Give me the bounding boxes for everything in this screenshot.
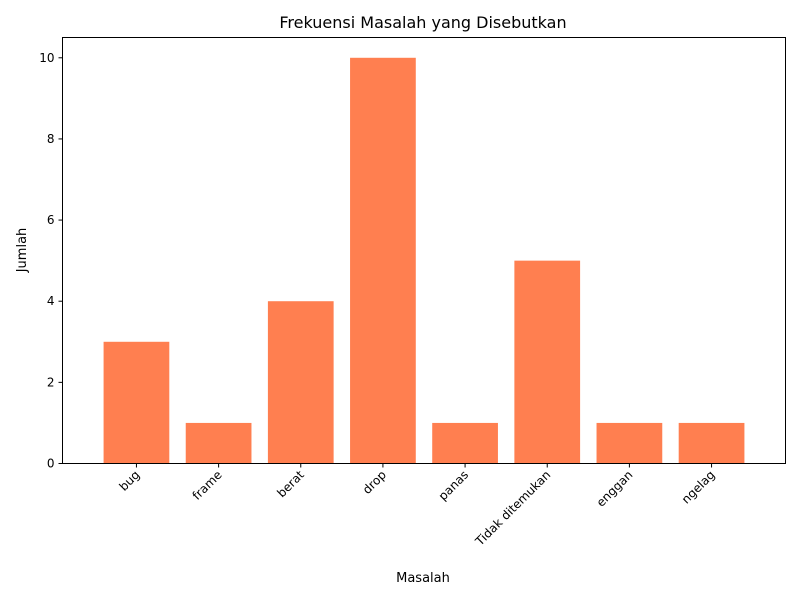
y-tick-label: 8 bbox=[47, 132, 55, 146]
plot-frame bbox=[62, 37, 786, 464]
y-tick-label: 6 bbox=[47, 213, 55, 227]
x-tick-label: frame bbox=[190, 468, 225, 503]
bar-berat bbox=[267, 301, 334, 464]
y-axis-label: Jumlah bbox=[15, 228, 30, 274]
x-tick-label: berat bbox=[274, 468, 307, 501]
x-axis-label: Masalah bbox=[396, 571, 450, 586]
x-tick-label: Tidak ditemukan bbox=[472, 468, 553, 549]
x-tick-label: enggan bbox=[594, 468, 636, 510]
bar-enggan bbox=[596, 422, 663, 464]
chart-title: Frekuensi Masalah yang Disebutkan bbox=[279, 13, 566, 32]
bar-ngelag bbox=[678, 422, 745, 464]
y-tick-label: 10 bbox=[39, 51, 54, 65]
x-tick-label: ngelag bbox=[679, 468, 718, 507]
bars-group bbox=[103, 57, 745, 464]
y-tick-label: 2 bbox=[47, 375, 55, 389]
bar-panas bbox=[432, 422, 498, 464]
x-tick-label: panas bbox=[436, 468, 471, 503]
bar-tidak-ditemukan bbox=[514, 260, 581, 464]
bar-bug bbox=[103, 341, 170, 464]
y-axis: 0 2 4 6 8 10 bbox=[39, 51, 63, 471]
bar-frame bbox=[185, 422, 252, 464]
y-tick-label: 0 bbox=[47, 457, 55, 471]
x-axis: bug frame berat drop panas Tidak ditemukan eng… bbox=[117, 463, 718, 549]
y-tick-label: 4 bbox=[47, 294, 55, 308]
bar-drop bbox=[350, 57, 416, 464]
x-tick-label: bug bbox=[117, 468, 143, 494]
x-tick-label: drop bbox=[360, 468, 389, 497]
